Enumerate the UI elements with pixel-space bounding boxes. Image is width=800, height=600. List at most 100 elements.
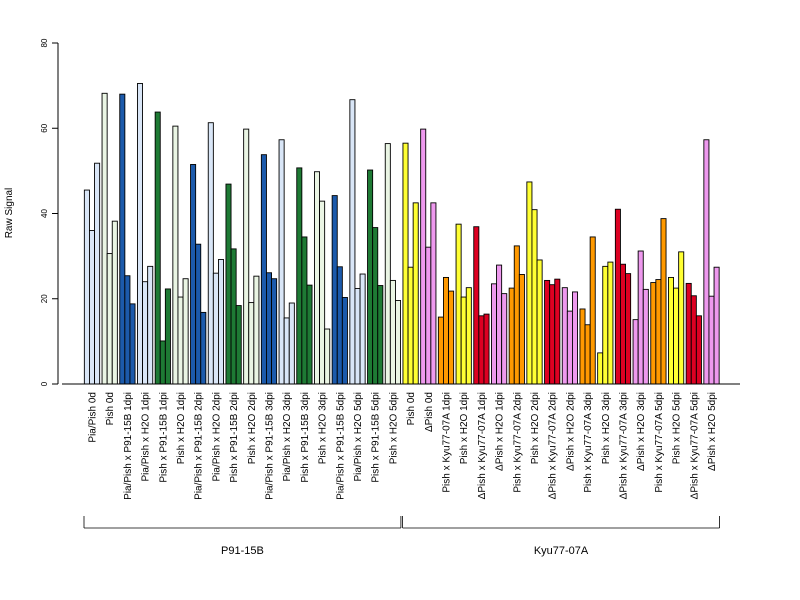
bar (271, 278, 278, 385)
bar (549, 284, 556, 385)
bar-series (83, 83, 720, 385)
bar (200, 311, 207, 385)
bar (660, 218, 667, 385)
bar (395, 300, 402, 385)
bar (437, 316, 444, 385)
bar (501, 293, 508, 385)
bar (217, 259, 224, 385)
x-tick-label: Pia/Pish x P91-15B 2dpi (194, 392, 205, 500)
bar (685, 282, 692, 385)
bar (266, 272, 273, 385)
bar (518, 274, 525, 385)
bar (172, 125, 179, 385)
bar (407, 266, 414, 385)
bar (142, 281, 149, 385)
bar (324, 328, 331, 385)
bar (566, 310, 573, 385)
bar (690, 295, 697, 385)
bar (336, 266, 343, 385)
x-tick-label: Pish x Kyu77-07A 3dpi (583, 392, 594, 493)
x-tick-label: Pish x Kyu77-07A 2dpi (512, 392, 523, 493)
x-tick-label: Pish x Kyu77-07A 1dpi (442, 392, 453, 493)
bar (88, 230, 95, 385)
x-tick-label: Pish x H2O 3dpi (318, 392, 329, 464)
x-tick-label: Pish x P91-15B 5dpi (371, 392, 382, 483)
bar (182, 278, 189, 385)
bar (491, 283, 498, 385)
x-tick-label: ΔPish x Kyu77-07A 5dpi (689, 392, 700, 499)
x-tick-label: Pish 0d (105, 392, 116, 425)
bar (650, 282, 657, 385)
bar (314, 171, 321, 385)
y-tick-label: 80 (40, 38, 49, 47)
bar (673, 287, 680, 385)
bar (448, 290, 455, 385)
x-tick-label: Pia/Pish x H2O 2dpi (211, 392, 222, 482)
bar (331, 195, 338, 385)
x-tick-label: ΔPish x H2O 2dpi (565, 392, 576, 471)
bar (526, 181, 533, 385)
bar (306, 284, 313, 385)
bar (420, 128, 427, 385)
bar (473, 226, 480, 385)
y-tick-label: 0 (40, 381, 49, 386)
bar (703, 139, 710, 385)
bar (212, 272, 219, 385)
bar (235, 305, 242, 385)
x-tick-label: Pish x H2O 5dpi (388, 392, 399, 464)
x-tick-label: ΔPish x Kyu77-07A 2dpi (548, 392, 559, 499)
x-tick-label: Pish x P91-15B 2dpi (229, 392, 240, 483)
y-tick-label: 40 (40, 209, 49, 218)
x-tick-label: Pish x H2O 2dpi (247, 392, 258, 464)
bar (455, 223, 462, 385)
bar (94, 162, 101, 385)
bar (632, 319, 639, 385)
bar (460, 296, 467, 385)
bar (597, 352, 604, 385)
group-brackets: P91-15B Kyu77-07A (83, 516, 720, 557)
bar (283, 317, 290, 385)
bar (655, 279, 662, 385)
bar (319, 200, 326, 385)
bar (425, 246, 432, 385)
bar (164, 288, 171, 385)
bar (288, 302, 295, 385)
bar (584, 324, 591, 385)
bar (367, 169, 374, 385)
x-tick-label: Pish x H2O 2dpi (530, 392, 541, 464)
x-tick-label: Pia/Pish x P91-15B 1dpi (123, 392, 134, 500)
bar (496, 264, 503, 385)
bar (384, 143, 391, 385)
bar (301, 236, 308, 385)
bar (642, 288, 649, 385)
bar (147, 265, 154, 385)
x-tick-label: Pia/Pish x H2O 5dpi (353, 392, 364, 482)
bar (124, 275, 131, 385)
bar (195, 243, 202, 385)
x-tick-label: ΔPish x Kyu77-07A 3dpi (619, 392, 630, 499)
bar (625, 273, 632, 385)
bar (572, 291, 579, 385)
bar (243, 128, 250, 385)
bar (412, 202, 419, 385)
group-label: P91-15B (221, 545, 264, 557)
bar (354, 288, 361, 385)
bar (602, 265, 609, 385)
bar (531, 209, 538, 385)
bar (253, 275, 260, 385)
bar (83, 189, 90, 385)
bar (159, 340, 166, 385)
bar (536, 259, 543, 385)
x-tick-label: Pia/Pish x P91-15B 5dpi (335, 392, 346, 500)
bar (544, 279, 551, 385)
x-tick-label: Pish x H2O 1dpi (176, 392, 187, 464)
x-tick-label: ΔPish x Kyu77-07A 1dpi (477, 392, 488, 499)
x-tick-label: Pia/Pish x P91-15B 3dpi (265, 392, 276, 500)
bar (260, 154, 267, 385)
bar (341, 297, 348, 385)
bar (119, 93, 126, 385)
bar (443, 276, 450, 385)
bar (248, 302, 255, 385)
bar (478, 315, 485, 385)
